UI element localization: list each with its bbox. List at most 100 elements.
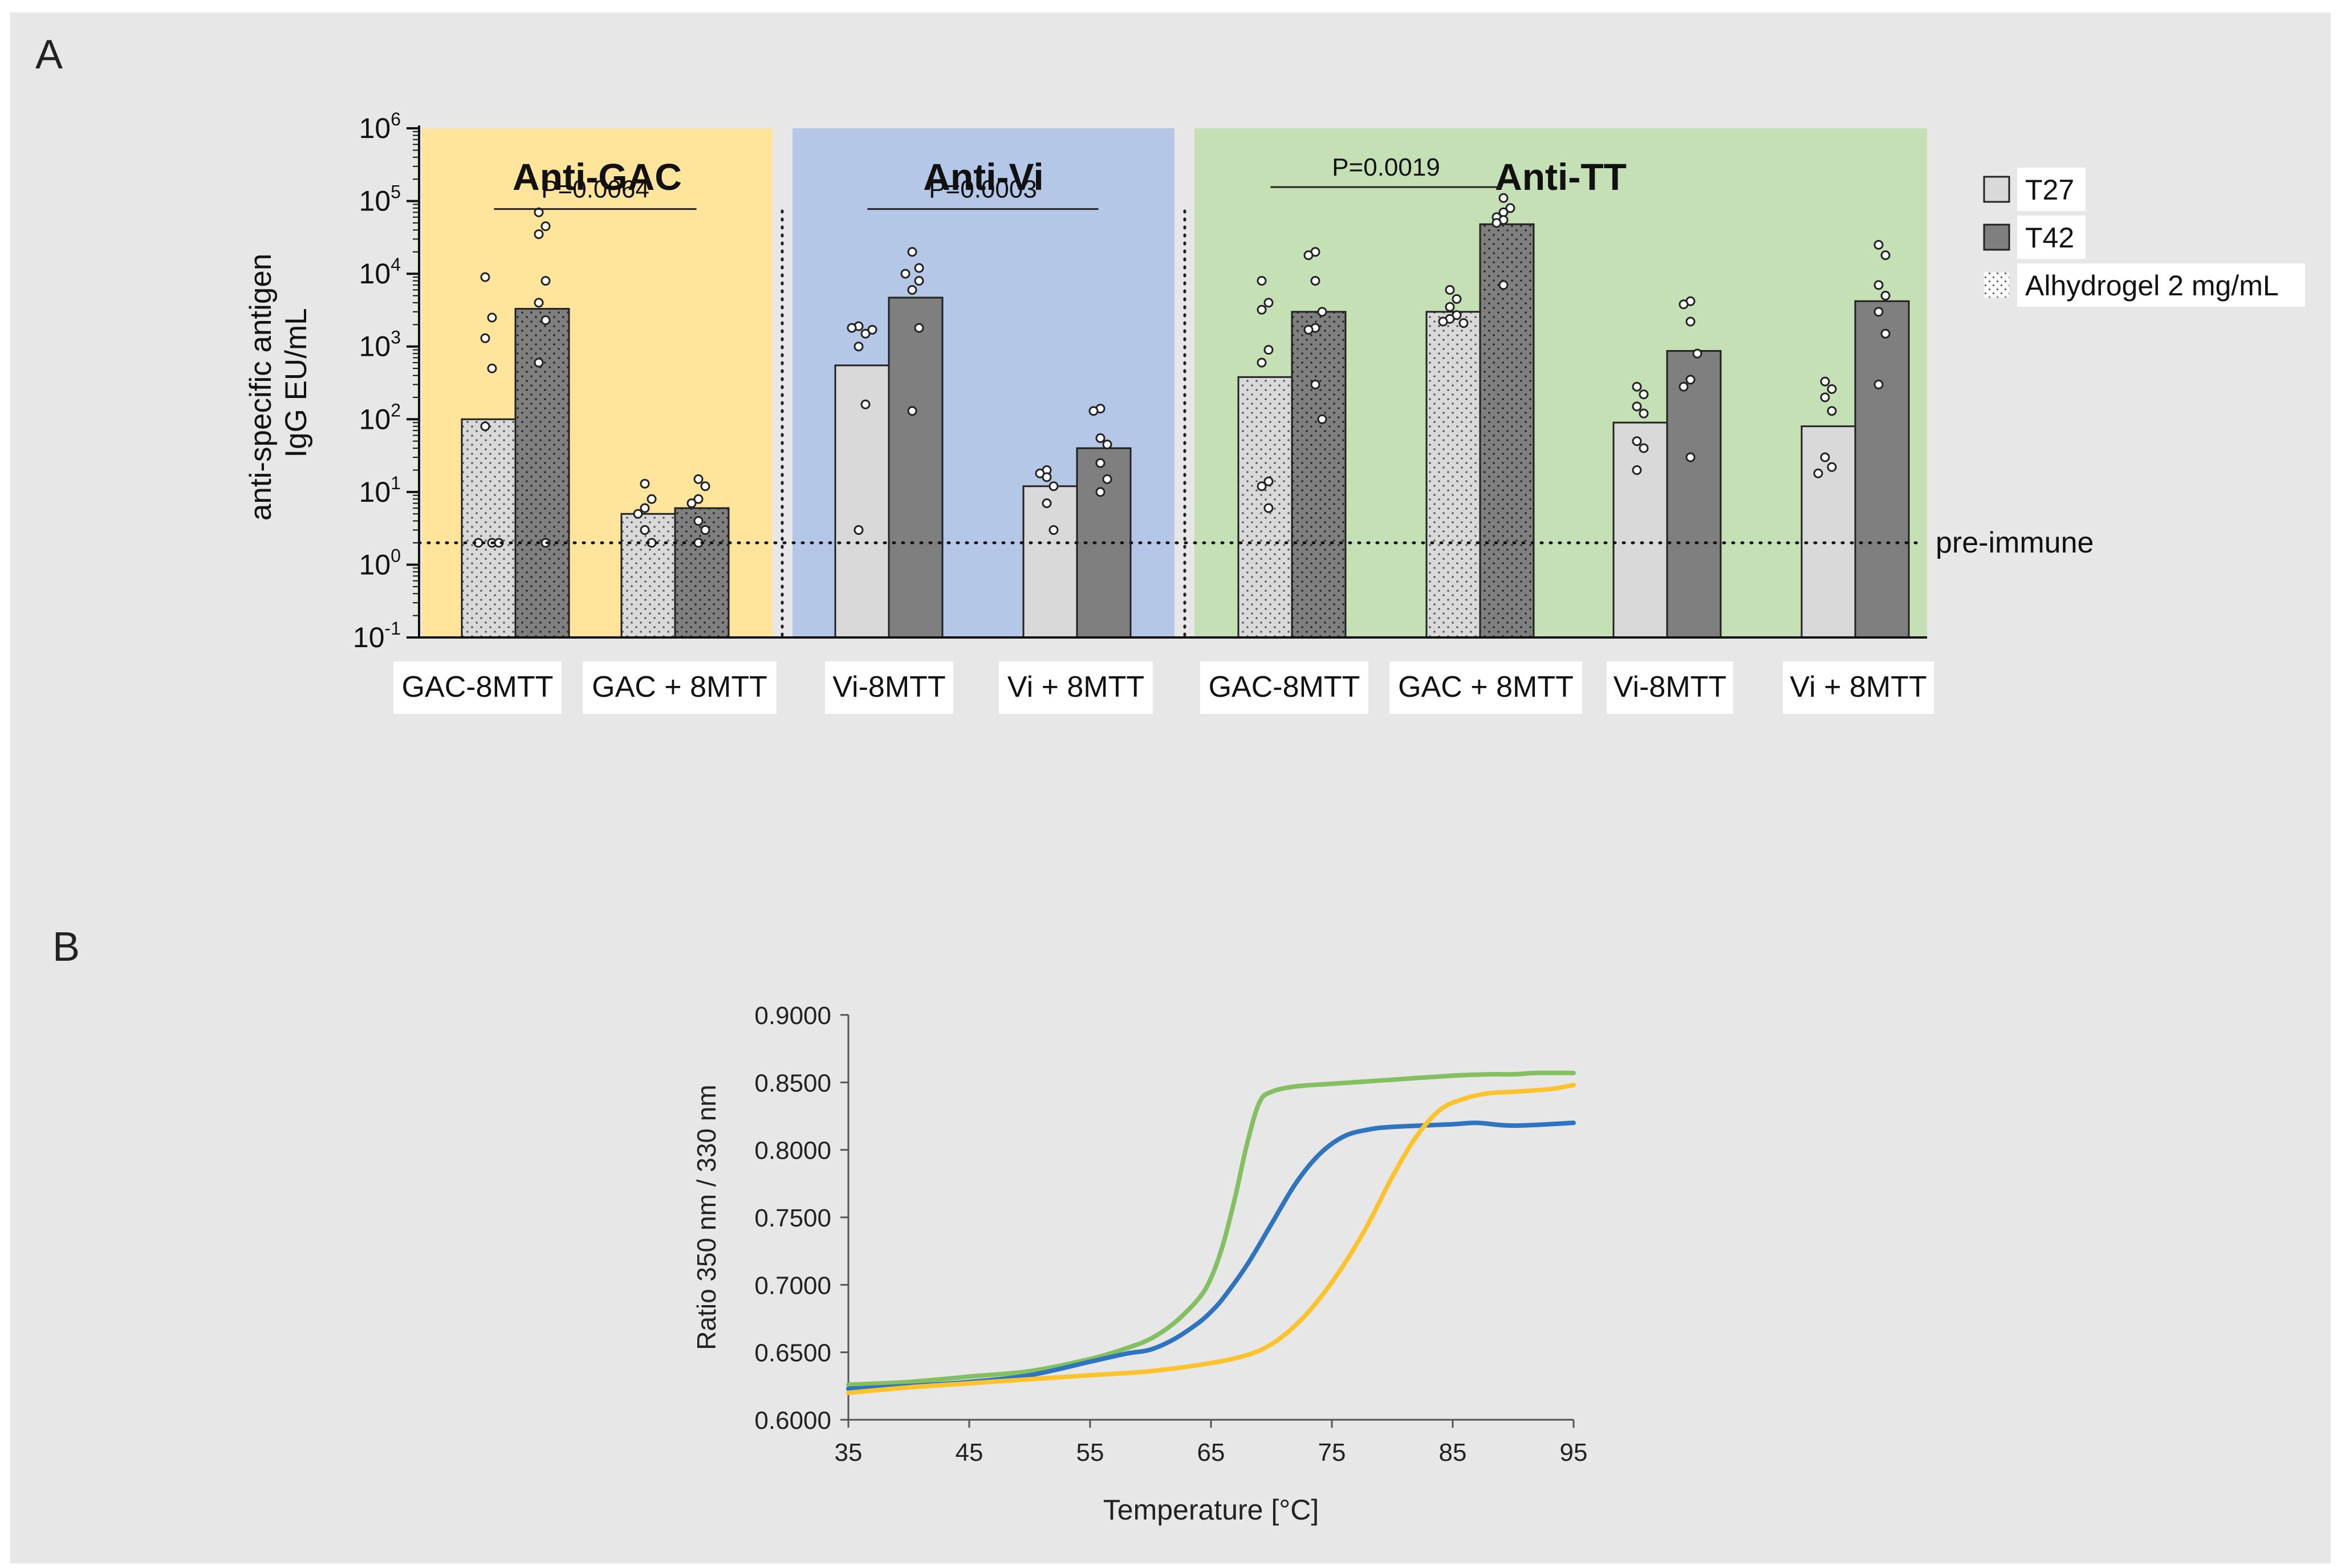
y-tick-label: 0.7000	[754, 1272, 831, 1299]
series-line-yellow	[846, 1083, 1576, 1395]
p-value-label: P=0.0019	[1332, 153, 1440, 181]
y-tick-base: 10	[359, 403, 391, 435]
category-label-box	[825, 661, 953, 714]
data-point	[1310, 276, 1320, 286]
panel-a-label: A	[35, 32, 63, 78]
bar-t27	[1425, 311, 1481, 639]
data-point	[1095, 458, 1106, 468]
y-tick-base: 10	[359, 112, 391, 144]
data-point	[914, 263, 924, 273]
x-tick-label: 65	[1197, 1439, 1225, 1467]
data-point	[487, 312, 497, 323]
category-label-box	[583, 661, 777, 714]
chart-a-y-axis-label: anti-specific antigen IgG EU/mL	[244, 245, 313, 521]
legend-label-box	[2017, 168, 2086, 211]
data-point	[1257, 304, 1267, 315]
x-tick-label: 45	[956, 1439, 983, 1467]
y-tick-label: 10-1	[353, 618, 401, 653]
bar-t42	[1291, 311, 1347, 639]
x-tick-label: 75	[1318, 1439, 1346, 1467]
data-point	[540, 221, 551, 231]
y-tick-label: 0.7500	[754, 1204, 831, 1232]
data-point	[1095, 433, 1106, 443]
data-point	[1445, 285, 1455, 295]
y-tick-label: 100	[359, 545, 401, 580]
data-point	[1632, 381, 1642, 392]
data-point	[1873, 379, 1884, 389]
category-label: GAC-8MTT	[1209, 671, 1360, 704]
data-point	[540, 276, 551, 286]
y-tick-label: 0.9000	[754, 1002, 831, 1030]
chart-b-x-axis-label: Temperature [°C]	[1103, 1494, 1319, 1526]
data-point	[1095, 487, 1106, 497]
data-point	[1263, 345, 1274, 355]
data-point	[1102, 474, 1112, 484]
data-point	[1102, 440, 1112, 450]
data-point	[907, 247, 917, 257]
data-point	[1685, 452, 1696, 462]
data-point	[1257, 358, 1267, 368]
data-point	[487, 363, 497, 373]
data-point	[1505, 203, 1515, 213]
y-tick-label: 106	[359, 109, 401, 144]
bar-t27	[1612, 421, 1668, 639]
data-point	[480, 272, 490, 282]
x-tick-label: 35	[835, 1439, 863, 1467]
y-tick-exponent: 3	[391, 327, 401, 348]
data-point	[534, 229, 544, 239]
data-point	[640, 503, 650, 513]
bar-t27	[461, 418, 517, 639]
series-line-blue	[846, 1120, 1576, 1391]
category-label-box	[393, 661, 562, 714]
reference-line-label: pre-immune	[1936, 526, 2094, 559]
y-tick-label: 0.6000	[754, 1407, 831, 1435]
data-point	[1445, 302, 1455, 312]
bar-t42	[888, 296, 944, 639]
y-tick-exponent: 2	[391, 400, 401, 420]
data-point	[534, 358, 544, 368]
legend-label: Alhydrogel 2 mg/mL	[2025, 270, 2279, 302]
y-axis-label-line-2: IgG EU/mL	[279, 308, 313, 457]
y-tick-label: 0.8000	[754, 1137, 831, 1165]
data-point	[700, 481, 710, 491]
y-tick-base: 10	[359, 549, 391, 580]
data-point	[1491, 218, 1502, 228]
data-point	[1303, 250, 1314, 261]
data-point	[700, 525, 710, 535]
category-label: Vi-8MTT	[1613, 671, 1726, 704]
data-point	[1873, 280, 1884, 290]
data-point	[1692, 348, 1702, 359]
x-tick-label: 85	[1439, 1439, 1467, 1467]
legend-label-box	[2017, 216, 2086, 259]
data-point	[1263, 298, 1274, 308]
data-point	[867, 324, 877, 335]
y-tick-label: 105	[359, 182, 401, 217]
data-point	[1827, 462, 1837, 472]
legend-label-box	[2017, 263, 2305, 307]
bar-t42	[514, 308, 570, 639]
data-point	[1317, 307, 1327, 317]
category-label: GAC + 8MTT	[1398, 671, 1574, 704]
category-label-box	[1389, 661, 1582, 714]
y-tick-label: 101	[359, 473, 401, 508]
y-tick-label: 102	[359, 400, 401, 435]
legend-swatch-t42	[1983, 224, 2010, 251]
chart-b-y-axis-label: Ratio 350 nm / 330 nm	[692, 1084, 721, 1350]
category-label: GAC-8MTT	[402, 671, 554, 704]
data-point	[1458, 318, 1469, 328]
category-label: Vi-8MTT	[832, 671, 945, 704]
panel-b-label: B	[52, 924, 80, 970]
data-point	[1820, 376, 1830, 387]
data-point	[693, 494, 704, 504]
data-point	[914, 323, 924, 333]
data-point	[1263, 503, 1274, 513]
data-point	[900, 269, 911, 279]
y-tick-exponent: 0	[391, 545, 401, 566]
data-point	[854, 342, 864, 352]
data-point	[480, 333, 490, 343]
chart-b: Ratio 350 nm / 330 nm Temperature [°C] 0…	[692, 1002, 1587, 1526]
data-point	[633, 509, 643, 519]
data-point	[1317, 414, 1327, 424]
data-point	[480, 421, 490, 432]
